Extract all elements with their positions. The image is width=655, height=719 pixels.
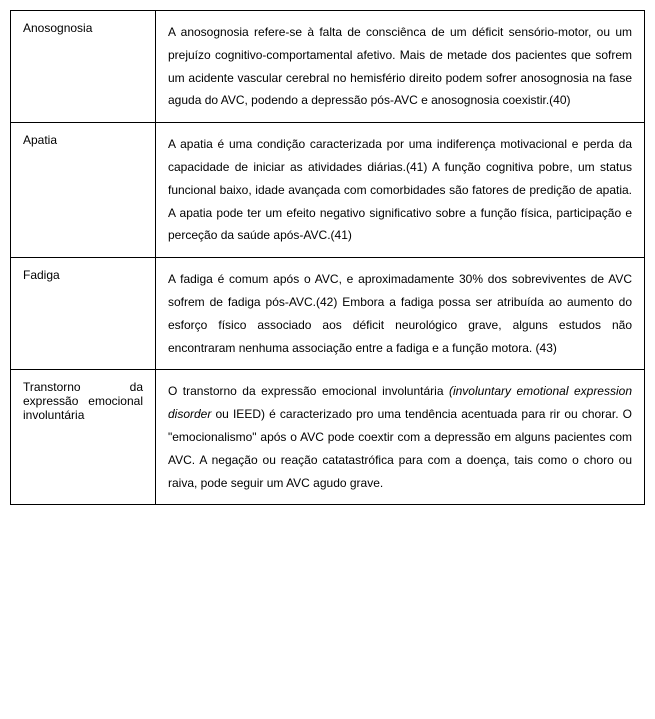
definition-cell: O transtorno da expressão emocional invo… [156,370,645,505]
term-cell: Transtorno da expressão emocional involu… [11,370,156,505]
term-text: Fadiga [23,268,60,282]
term-cell: Anosognosia [11,11,156,123]
definition-cell: A fadiga é comum após o AVC, e aproximad… [156,258,645,370]
definition-cell: A anosognosia refere-se à falta de consc… [156,11,645,123]
table-row: Anosognosia A anosognosia refere-se à fa… [11,11,645,123]
term-text: Anosognosia [23,21,92,35]
definition-text: A fadiga é comum após o AVC, e aproximad… [168,272,632,354]
definition-text-pre: O transtorno da expressão emocional invo… [168,384,449,398]
term-text: Transtorno da expressão emocional involu… [23,380,143,422]
term-cell: Apatia [11,123,156,258]
table-row: Fadiga A fadiga é comum após o AVC, e ap… [11,258,645,370]
table-row: Transtorno da expressão emocional involu… [11,370,645,505]
definition-text-post: ou IEED) é caracterizado pro uma tendênc… [168,407,632,489]
definition-text: A anosognosia refere-se à falta de consc… [168,25,632,107]
definitions-table: Anosognosia A anosognosia refere-se à fa… [10,10,645,505]
term-text: Apatia [23,133,57,147]
table-row: Apatia A apatia é uma condição caracteri… [11,123,645,258]
definition-text: A apatia é uma condição caracterizada po… [168,137,632,242]
definition-cell: A apatia é uma condição caracterizada po… [156,123,645,258]
term-cell: Fadiga [11,258,156,370]
